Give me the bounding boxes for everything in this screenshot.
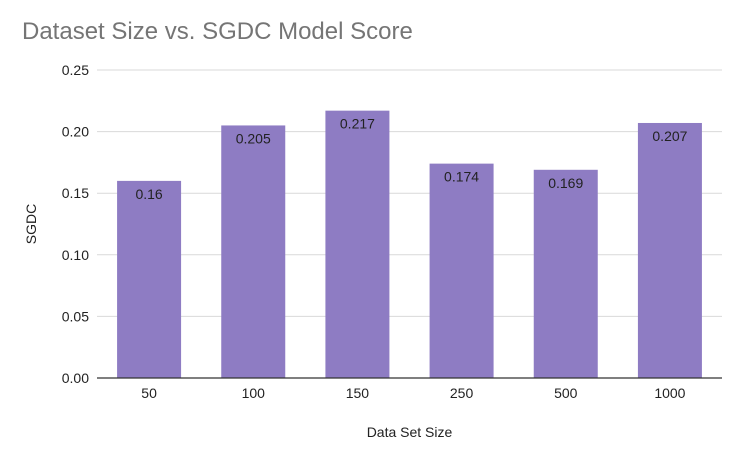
data-label: 0.217: [340, 116, 375, 132]
data-label: 0.207: [652, 128, 687, 144]
data-label: 0.16: [135, 186, 162, 202]
x-tick-label: 250: [450, 385, 474, 401]
x-tick-label: 150: [346, 385, 370, 401]
y-tick-label: 0.10: [62, 247, 89, 263]
y-tick-label: 0.25: [62, 62, 89, 78]
data-labels: 0.16 0.205 0.217 0.174 0.169 0.207: [135, 116, 687, 202]
bars: [117, 110, 702, 378]
y-tick-label: 0.20: [62, 124, 89, 140]
data-label: 0.205: [236, 130, 271, 146]
x-tick-label: 50: [141, 385, 157, 401]
y-axis-ticks: 0.00 0.05 0.10 0.15 0.20 0.25: [62, 62, 89, 386]
y-tick-label: 0.05: [62, 308, 89, 324]
data-label: 0.174: [444, 169, 479, 185]
x-tick-label: 500: [554, 385, 578, 401]
y-tick-label: 0.00: [62, 370, 89, 386]
data-label: 0.169: [548, 175, 583, 191]
x-tick-label: 100: [242, 385, 266, 401]
y-axis-title: SGDC: [23, 204, 39, 244]
bar: [221, 125, 286, 378]
x-axis-title: Data Set Size: [367, 424, 453, 440]
chart-title: Dataset Size vs. SGDC Model Score: [22, 18, 413, 45]
bar: [637, 122, 702, 378]
bar: [117, 180, 182, 378]
gridlines: [97, 69, 722, 317]
x-axis-ticks: 50 100 150 250 500 1000: [141, 385, 685, 401]
bar: [325, 110, 390, 378]
x-tick-label: 1000: [654, 385, 685, 401]
bar: [533, 169, 598, 378]
y-tick-label: 0.15: [62, 185, 89, 201]
bar: [429, 163, 494, 378]
